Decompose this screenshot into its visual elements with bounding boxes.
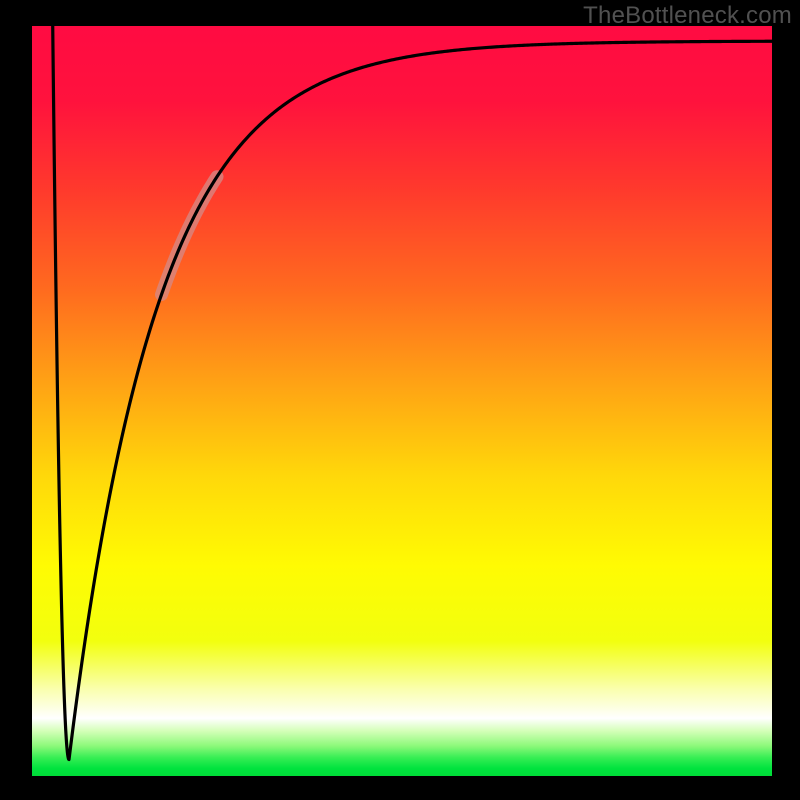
chart-container: TheBottleneck.com [0,0,800,800]
chart-background [32,26,772,776]
bottleneck-curve-chart [0,0,800,800]
